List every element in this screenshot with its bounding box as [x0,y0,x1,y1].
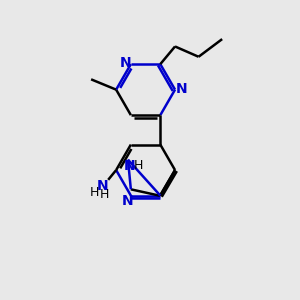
Text: N: N [122,194,133,208]
Text: H: H [100,188,109,201]
Text: N: N [124,159,135,172]
Text: H: H [134,159,143,172]
Text: N: N [120,56,131,70]
Text: H: H [90,186,99,199]
Text: N: N [97,179,109,193]
Text: N: N [176,82,187,96]
